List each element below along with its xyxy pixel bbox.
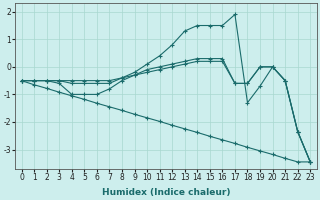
X-axis label: Humidex (Indice chaleur): Humidex (Indice chaleur) [102, 188, 230, 197]
